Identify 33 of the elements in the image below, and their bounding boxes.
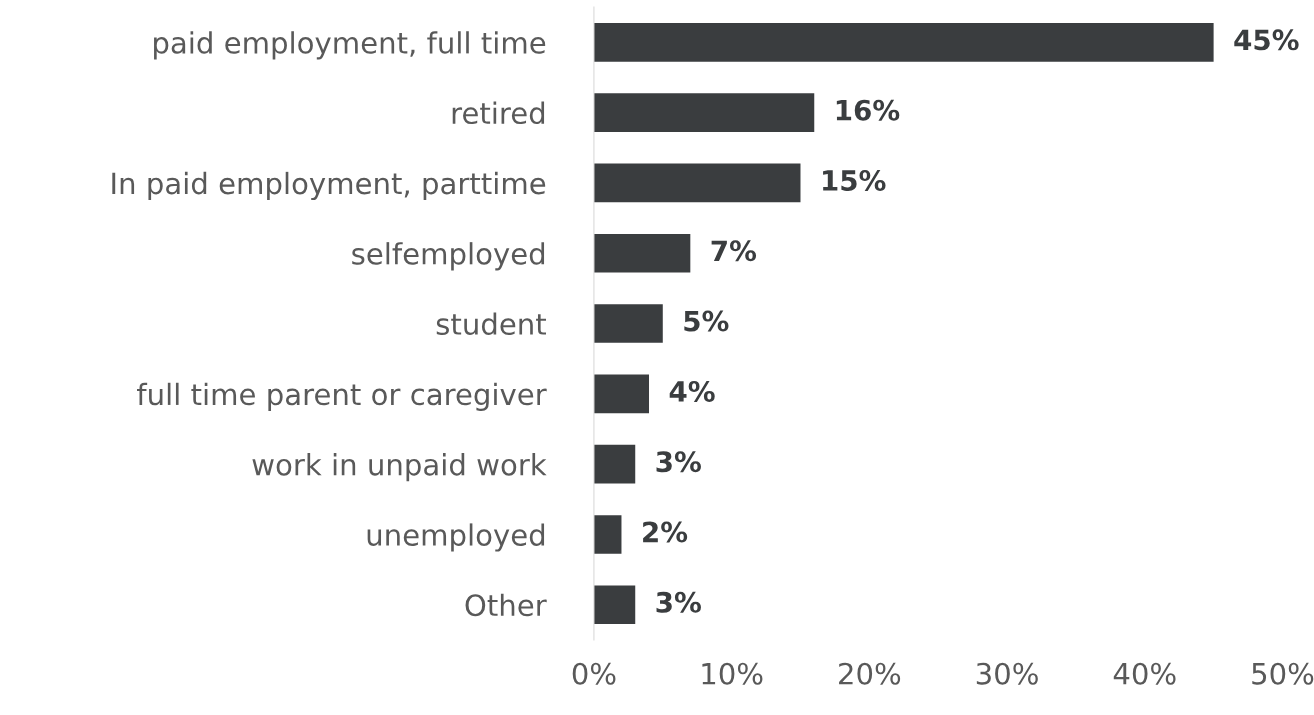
y-tick-label: work in unpaid work: [252, 453, 547, 482]
bar: [593, 22, 1214, 62]
bar: [593, 163, 801, 203]
y-tick-label: retired: [452, 101, 545, 125]
data-label: 7%: [711, 240, 757, 262]
bar: [593, 233, 691, 273]
data-label: 3%: [656, 591, 701, 613]
bar: [593, 93, 815, 132]
bar: [593, 515, 622, 554]
bar: [593, 444, 636, 484]
x-tick-label: 30%: [976, 662, 1038, 685]
bar: [593, 374, 650, 414]
bar: [593, 585, 636, 625]
data-label: 15%: [823, 169, 886, 191]
data-label: 2%: [643, 521, 688, 543]
x-tick-label: 0%: [572, 662, 616, 685]
y-tick-label: paid employment, full time: [154, 31, 546, 60]
data-label: 45%: [1234, 29, 1299, 51]
y-tick-label: selfemployed: [352, 242, 545, 271]
y-tick-label: full time parent or caregiver: [137, 382, 547, 411]
x-tick-label: 40%: [1113, 662, 1176, 685]
y-tick-label: unemployed: [367, 523, 545, 552]
data-label: 16%: [836, 99, 900, 121]
x-tick-label: 20%: [839, 662, 901, 685]
y-tick-label: Other: [465, 593, 547, 617]
y-tick-label: In paid employment, parttime: [112, 171, 546, 201]
data-label: 5%: [684, 310, 729, 332]
x-tick-label: 50%: [1252, 662, 1314, 685]
y-tick-label: student: [436, 312, 547, 336]
data-label: 4%: [669, 380, 715, 402]
data-label: 3%: [656, 451, 701, 473]
x-tick-label: 10%: [702, 662, 763, 685]
bar: [593, 304, 663, 343]
